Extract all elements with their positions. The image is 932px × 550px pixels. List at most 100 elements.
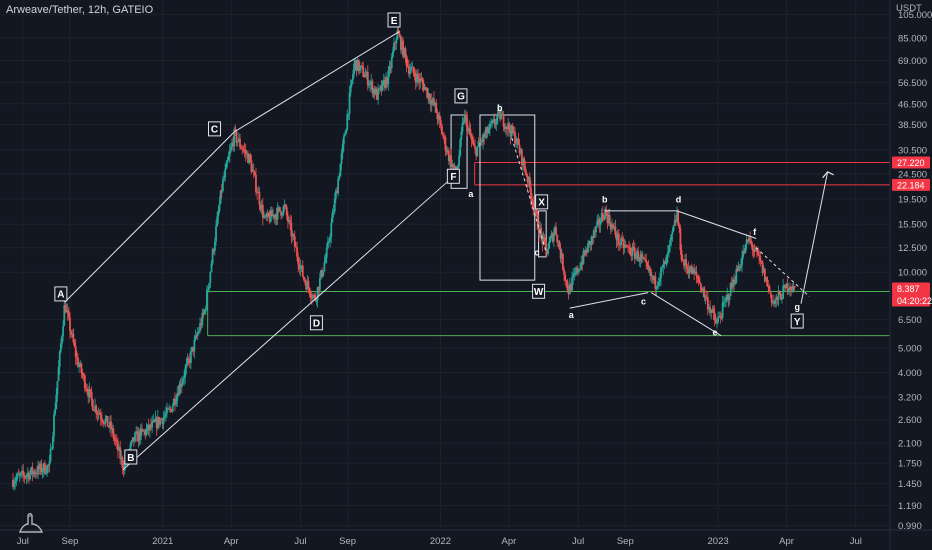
candle-body — [662, 264, 665, 267]
candle-body — [326, 241, 329, 249]
candle-body — [528, 177, 531, 188]
candle-body — [426, 87, 429, 98]
time-tick-label: Jul — [850, 536, 862, 547]
candle-body — [480, 141, 483, 143]
price-tick-label: 12.500 — [898, 243, 927, 254]
candle-body — [682, 260, 685, 266]
candle-body — [558, 241, 561, 250]
candle-body — [524, 166, 527, 173]
candle-body — [168, 408, 171, 410]
candle-body — [338, 176, 341, 180]
candle-body — [174, 398, 176, 405]
candle-body — [494, 123, 497, 125]
time-tick-label: Apr — [779, 536, 794, 547]
wave-label-major: G — [457, 92, 465, 103]
wave-labels: A B C D E F Ga b c X Wa b c d e f gY — [54, 12, 804, 465]
candle-body — [73, 342, 76, 347]
candle-body — [458, 155, 460, 166]
candle-body — [532, 201, 535, 210]
candle-body — [512, 131, 515, 133]
candle-body — [506, 126, 508, 130]
candle-body — [737, 266, 740, 272]
dashed-trend-line[interactable] — [511, 137, 547, 253]
trend-line[interactable] — [234, 31, 400, 133]
candle-body — [752, 249, 755, 251]
candle-body — [120, 457, 123, 459]
candle-body — [366, 72, 369, 86]
candle-body — [474, 145, 476, 149]
wave-label-minor: a — [468, 189, 474, 199]
candle-body — [320, 270, 322, 278]
candle-body — [429, 100, 432, 105]
trend-line[interactable] — [650, 292, 722, 337]
candle-body — [680, 250, 683, 261]
candle-body — [112, 428, 115, 438]
candle-body — [629, 247, 632, 255]
price-tick-label: 2.600 — [898, 415, 922, 426]
candle-body — [619, 244, 621, 246]
candle-body — [786, 283, 789, 292]
candle-body — [791, 289, 794, 292]
trend-line[interactable] — [676, 210, 757, 239]
candle-body — [670, 234, 673, 241]
range-box[interactable] — [479, 114, 536, 281]
candle-body — [701, 290, 704, 292]
candle-body — [556, 234, 559, 243]
trend-line[interactable] — [569, 292, 649, 309]
candle-body — [679, 228, 682, 251]
candle-body — [531, 199, 533, 202]
trend-line[interactable] — [800, 171, 829, 304]
candle-body — [501, 114, 504, 116]
candle-body — [356, 59, 359, 72]
candle-body — [337, 179, 340, 194]
candle-body — [117, 441, 119, 451]
wave-label-minor: b — [602, 195, 608, 205]
tradingview-logo-icon[interactable] — [18, 510, 44, 534]
candle-body — [248, 154, 251, 163]
candle-body — [712, 309, 715, 313]
candle-body — [733, 279, 735, 285]
wave-label-box — [54, 286, 68, 302]
candle-body — [508, 123, 511, 131]
wave-label-box — [387, 12, 401, 28]
candle-body — [13, 483, 15, 487]
price-axis[interactable]: 105.000 85.000 69.000 56.500 46.500 38.500 30.… — [898, 10, 932, 532]
candle-body — [462, 121, 465, 123]
candle-body — [577, 269, 580, 273]
candle-body — [154, 417, 157, 422]
candle-body — [697, 278, 700, 282]
candle-body — [209, 271, 212, 284]
candle-body — [378, 88, 381, 90]
dashed-trend-line[interactable] — [755, 247, 810, 297]
candle-body — [493, 119, 496, 125]
candle-body — [747, 237, 750, 242]
candle-body — [758, 255, 761, 257]
candle-body — [711, 309, 714, 312]
candle-body — [664, 260, 667, 265]
candle-body — [749, 237, 751, 241]
candle-body — [377, 89, 379, 100]
time-tick-label: Sep — [339, 536, 356, 547]
trend-line[interactable] — [122, 171, 460, 470]
candle-body — [244, 149, 247, 154]
candle-body — [385, 77, 387, 88]
candle-body — [63, 304, 66, 326]
trend-line[interactable] — [64, 131, 235, 303]
candle-body — [407, 65, 410, 74]
candle-body — [220, 190, 223, 192]
candle-body — [144, 430, 147, 435]
time-axis[interactable]: Jul Sep 2021 Apr Jul Sep 2022 Apr Jul Sep 2023 Apr J… — [17, 536, 862, 547]
candle-body — [706, 297, 709, 310]
candle-body — [746, 239, 749, 242]
candle-body — [565, 280, 568, 282]
candle-body — [775, 296, 778, 301]
candle-body — [569, 283, 572, 291]
wave-label-minor: f — [753, 227, 757, 237]
candle-body — [500, 114, 503, 120]
candle-body — [589, 241, 592, 245]
candle-body — [298, 264, 301, 270]
candle-body — [245, 153, 248, 155]
candle-body — [736, 268, 739, 272]
candle-body — [479, 141, 482, 143]
